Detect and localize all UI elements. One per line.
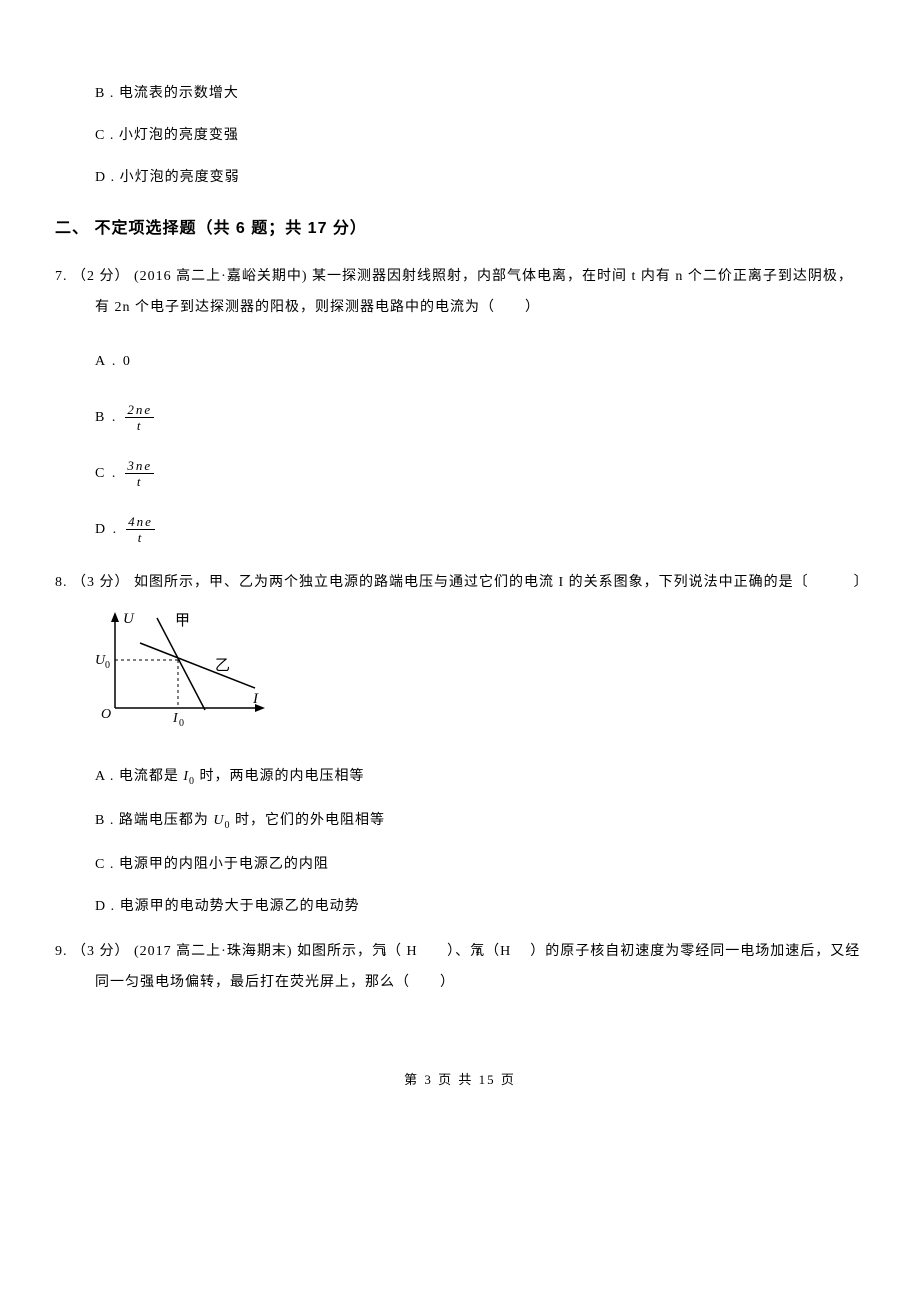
q8-graph: U 甲 乙 U 0 O I 0 I (95, 608, 865, 743)
q8-option-b: B . 路端电压都为 U0 时，它们的外电阻相等 (95, 809, 865, 831)
q8-b-var: U (213, 813, 224, 828)
q7-b-den: t (125, 418, 154, 432)
question-8: 8. （3 分） 如图所示，甲、乙为两个独立电源的路端电压与通过它们的电流 I … (95, 568, 865, 599)
q7-option-d: D . 4ne t (95, 512, 865, 548)
y-axis-label: U (123, 611, 135, 627)
line-yi-label: 乙 (215, 658, 230, 674)
q7-option-c: C . 3ne t (95, 456, 865, 492)
q7-option-c-frac: 3ne t (125, 459, 154, 488)
q7-option-d-frac: 4ne t (126, 515, 155, 544)
q8-option-c: C . 电源甲的内阻小于电源乙的内阻 (95, 853, 865, 873)
question-7-text: 7. （2 分） (2016 高二上·嘉峪关期中) 某一探测器因射线照射，内部气… (55, 269, 853, 315)
page-footer: 第 3 页 共 15 页 (55, 1069, 865, 1088)
q7-c-num: 3ne (125, 459, 154, 474)
isotope-2: 21 (516, 944, 526, 960)
question-7: 7. （2 分） (2016 高二上·嘉峪关期中) 某一探测器因射线照射，内部气… (95, 262, 865, 324)
x-axis-label: I (252, 691, 259, 707)
q8-a-post: 时，两电源的内电压相等 (195, 769, 365, 784)
q8-a-pre: A . 电流都是 (95, 769, 183, 784)
q8-graph-svg: U 甲 乙 U 0 O I 0 I (95, 608, 285, 738)
i0-label: I (172, 711, 179, 726)
q8-b-pre: B . 路端电压都为 (95, 813, 213, 828)
prev-option-d: D . 小灯泡的亮度变弱 (95, 166, 865, 186)
q7-b-num: 2ne (125, 403, 154, 418)
q7-option-a: A . 0 (95, 344, 865, 380)
q7-option-b-frac: 2ne t (125, 403, 154, 432)
q8-option-d: D . 电源甲的电动势大于电源乙的电动势 (95, 895, 865, 915)
q7-option-a-label: A . 0 (95, 354, 132, 370)
page-container: B . 电流表的示数增大 C . 小灯泡的亮度变强 D . 小灯泡的亮度变弱 二… (0, 0, 920, 1128)
q7-option-b-label: B . (95, 410, 117, 426)
u0-sub: 0 (105, 660, 110, 671)
q7-option-d-label: D . (95, 522, 118, 538)
origin-label: O (101, 707, 111, 722)
q7-c-den: t (125, 474, 154, 488)
q7-option-b: B . 2ne t (95, 400, 865, 436)
isotope-1: 11 (422, 944, 432, 960)
q7-option-c-label: C . (95, 466, 117, 482)
q8-b-post: 时，它们的外电阻相等 (230, 813, 385, 828)
q7-d-num: 4ne (126, 515, 155, 530)
question-9: 9. （3 分） (2017 高二上·珠海期末) 如图所示，氕（ H 11 ）、… (95, 937, 865, 999)
q7-d-den: t (126, 530, 155, 544)
prev-option-b: B . 电流表的示数增大 (95, 82, 865, 102)
question-8-text: 8. （3 分） 如图所示，甲、乙为两个独立电源的路端电压与通过它们的电流 I … (55, 575, 869, 590)
line-jia-label: 甲 (175, 613, 190, 629)
q9-text-1: 9. （3 分） (2017 高二上·珠海期末) 如图所示，氕（ H (55, 944, 422, 959)
q8-option-a: A . 电流都是 I0 时，两电源的内电压相等 (95, 765, 865, 787)
section-2-header: 二、 不定项选择题（共 6 题；共 17 分） (55, 214, 865, 238)
i0-sub: 0 (179, 718, 184, 729)
q9-text-2: ）、氘（H (432, 944, 516, 959)
prev-option-c: C . 小灯泡的亮度变强 (95, 124, 865, 144)
